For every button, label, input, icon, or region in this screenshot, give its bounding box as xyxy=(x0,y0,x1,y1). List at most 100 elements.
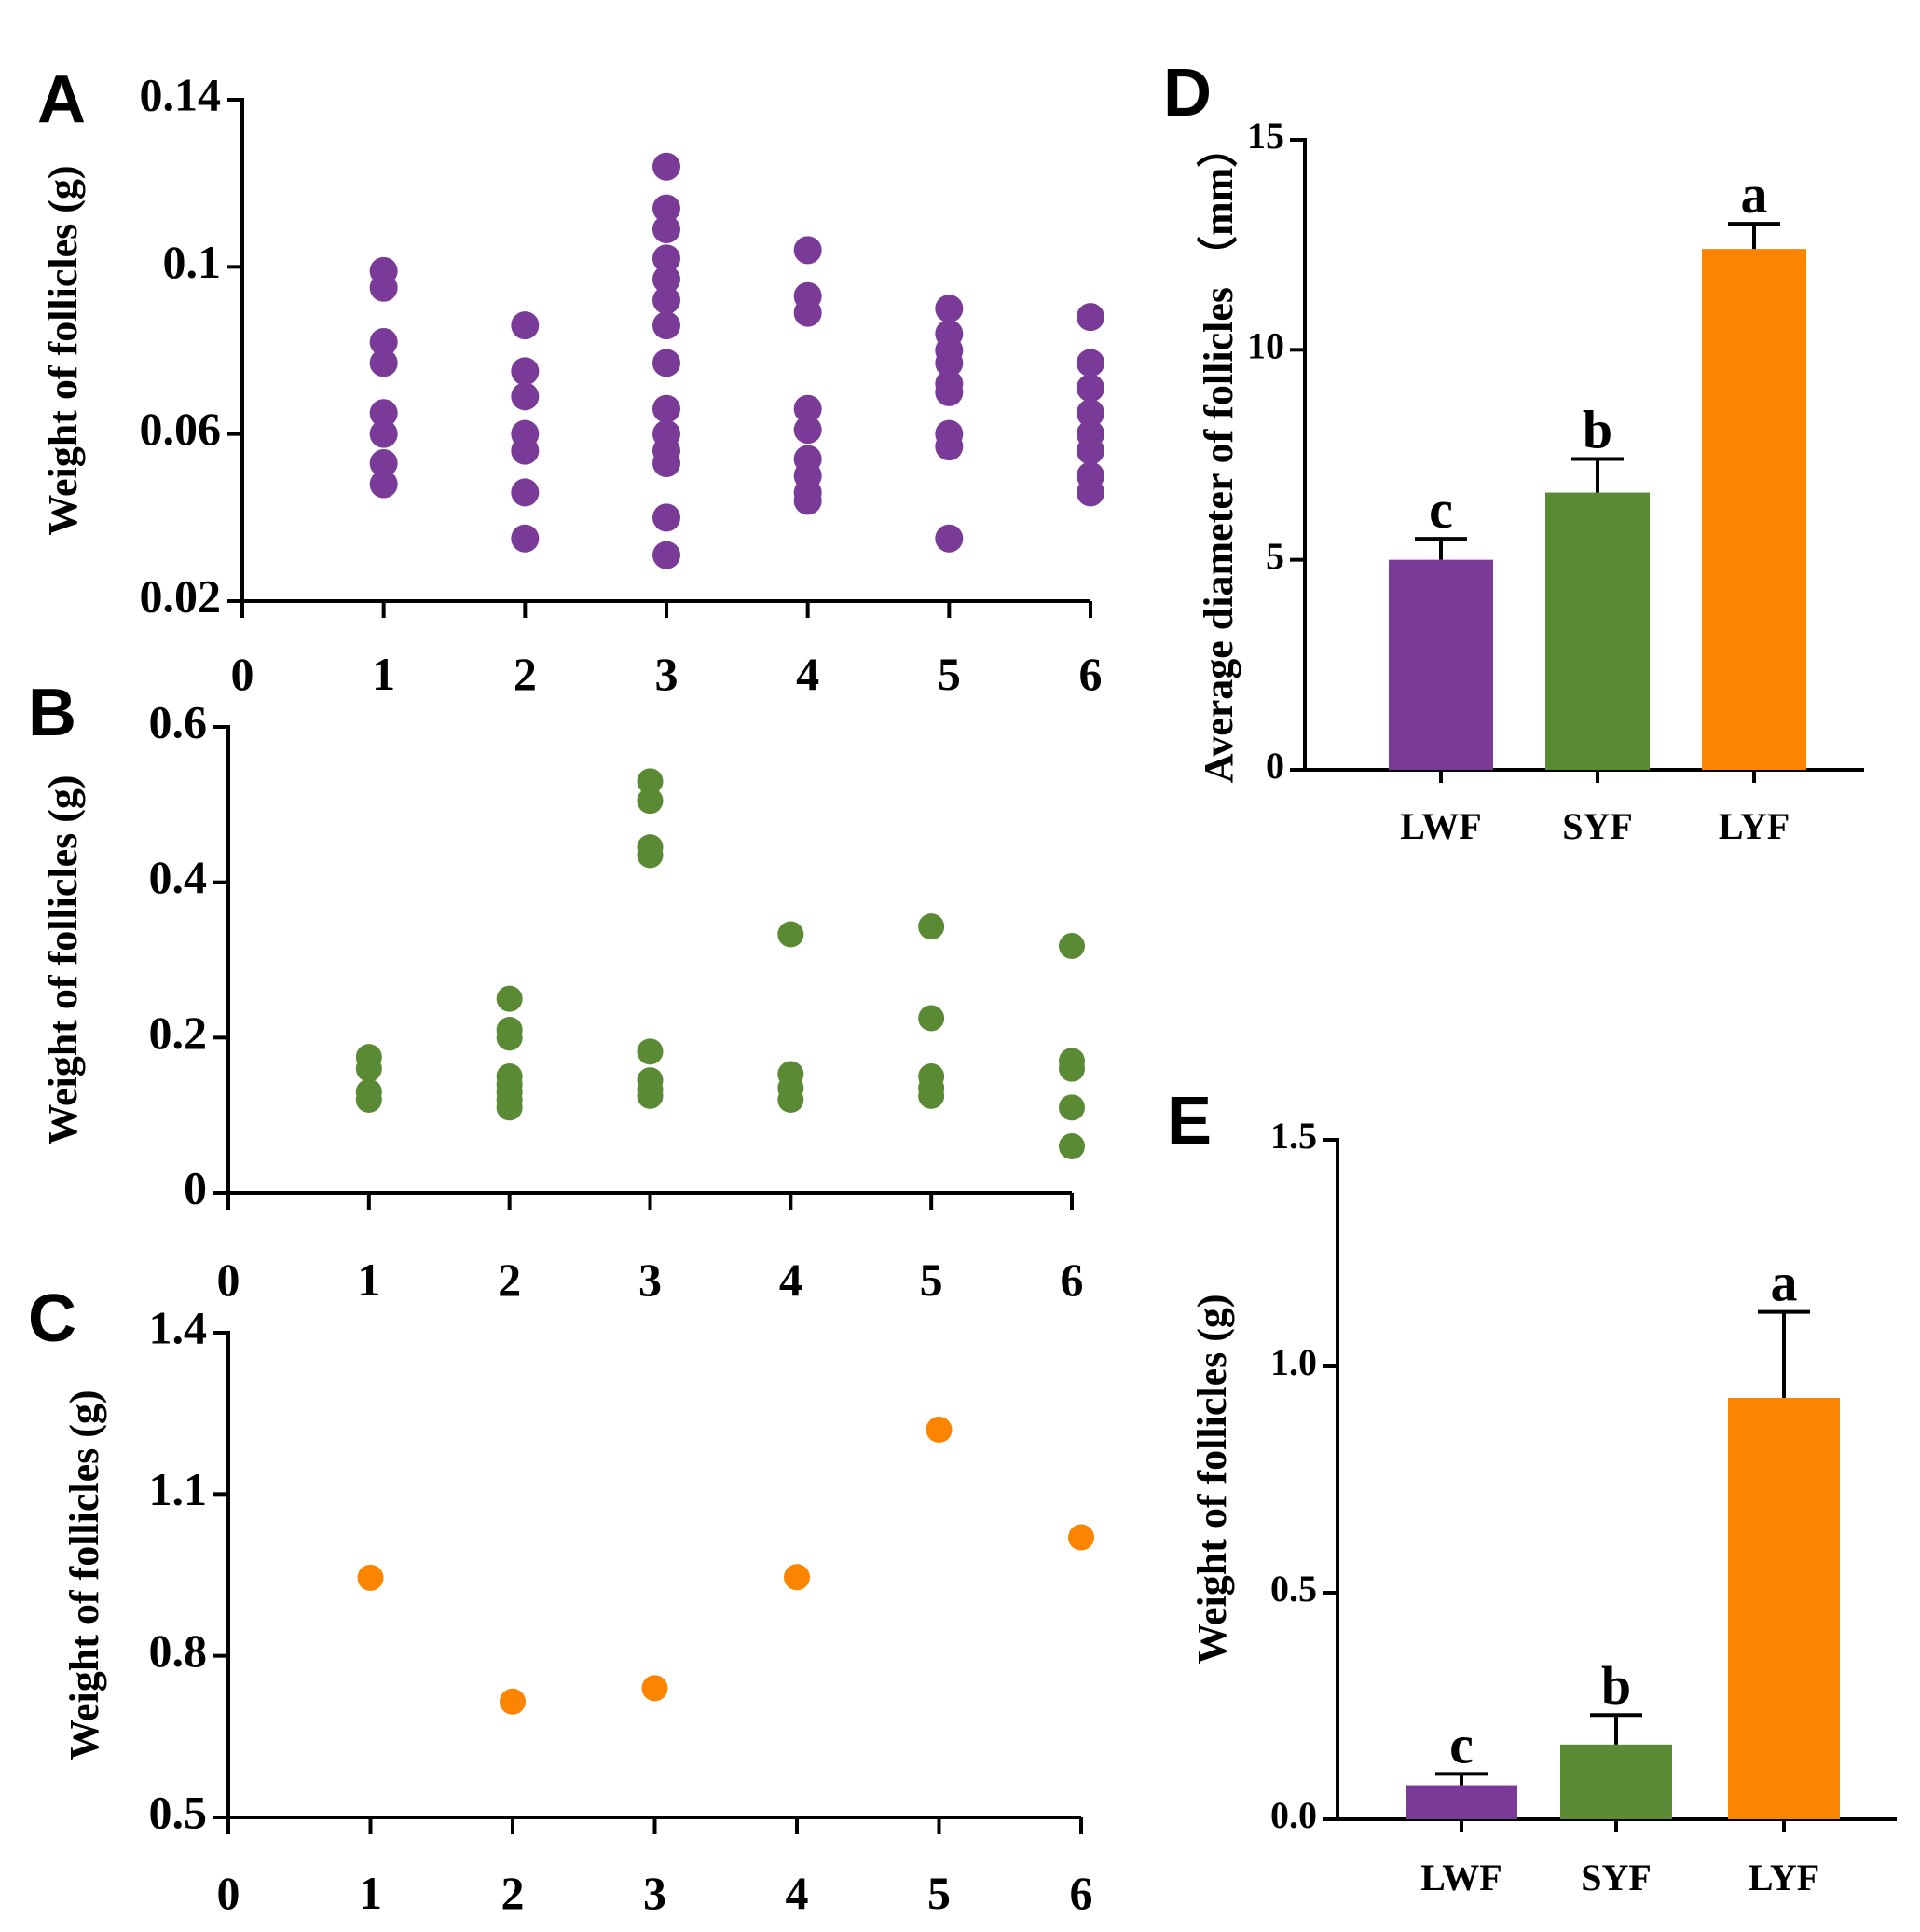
x-tick-label: 4 xyxy=(796,648,819,700)
data-point xyxy=(1077,399,1104,428)
y-tick-label: 0.5 xyxy=(1270,1568,1317,1610)
data-point xyxy=(496,1094,523,1121)
data-point xyxy=(1059,933,1085,959)
panel-a: A 0.02 0.06 0.1 0.14 Weight of follicles (g) 0… xyxy=(37,62,1104,700)
data-point xyxy=(935,524,964,553)
data-point xyxy=(357,1564,384,1591)
y-axis-title: Average diameter of follicles （mm） xyxy=(1196,127,1241,784)
data-point xyxy=(1077,349,1104,377)
x-tick-label: 5 xyxy=(938,648,961,700)
bar-lyf xyxy=(1702,249,1806,770)
data-point xyxy=(369,449,398,478)
significance-letter: a xyxy=(1741,164,1768,225)
data-point xyxy=(369,328,398,357)
y-tick-label: 0.2 xyxy=(149,1007,208,1059)
y-axis-title: Weight of follicles (g) xyxy=(62,1390,107,1760)
data-point xyxy=(511,357,540,386)
data-point xyxy=(935,349,964,377)
data-point xyxy=(511,311,540,340)
y-axis-title: Weight of follicles (g) xyxy=(40,165,86,535)
bar-lwf xyxy=(1406,1785,1517,1819)
data-point xyxy=(935,377,964,406)
data-point xyxy=(1077,303,1104,332)
data-point xyxy=(511,478,540,507)
data-point xyxy=(652,194,680,223)
data-point xyxy=(935,295,964,323)
y-tick-label: 0.6 xyxy=(149,695,208,747)
data-point xyxy=(652,244,680,273)
data-point xyxy=(1059,1133,1085,1159)
x-tick-label: 4 xyxy=(786,1867,809,1919)
y-tick-label: 1.5 xyxy=(1270,1115,1317,1157)
data-point xyxy=(369,419,398,448)
x-tick-label: 5 xyxy=(927,1867,951,1919)
y-axis-title: Weight of follicles (g) xyxy=(1189,1294,1235,1664)
data-point xyxy=(1059,1094,1085,1121)
data-point xyxy=(1077,374,1104,403)
x-tick-label: 3 xyxy=(638,1254,662,1306)
data-point xyxy=(500,1688,526,1715)
data-point xyxy=(637,842,664,869)
data-point xyxy=(793,486,822,515)
data-point xyxy=(652,349,680,377)
panel-label-c: C xyxy=(28,1281,76,1356)
data-point xyxy=(1077,436,1104,465)
x-tick-label: 6 xyxy=(1061,1254,1084,1306)
data-point xyxy=(918,1082,945,1109)
data-point xyxy=(637,788,664,815)
x-tick-label: 4 xyxy=(779,1254,802,1306)
y-tick-label: 1.0 xyxy=(1270,1341,1317,1383)
x-category-label: LWF xyxy=(1420,1857,1502,1898)
y-tick-label: 1.4 xyxy=(149,1301,208,1353)
data-point xyxy=(793,236,822,265)
panel-label-e: E xyxy=(1167,1084,1212,1158)
data-point xyxy=(637,1038,664,1065)
significance-letter: b xyxy=(1583,400,1612,460)
data-point xyxy=(652,449,680,478)
data-point xyxy=(496,1024,523,1051)
x-category-label: LYF xyxy=(1749,1857,1819,1898)
data-point xyxy=(637,768,664,795)
bar-syf xyxy=(1560,1744,1672,1819)
x-tick-label: 6 xyxy=(1070,1867,1093,1919)
x-tick-label: 0 xyxy=(217,1254,240,1306)
y-tick-label: 0 xyxy=(184,1161,207,1213)
data-point xyxy=(793,416,822,445)
data-point xyxy=(369,470,398,499)
x-tick-label: 1 xyxy=(357,1254,380,1306)
x-tick-label: 1 xyxy=(359,1867,382,1919)
panel-label-d: D xyxy=(1163,56,1212,130)
y-tick-label: 0.4 xyxy=(149,851,208,903)
panel-e: E 0.0 0.5 1.0 1.5 Weight of follicles (g) c LWF… xyxy=(1167,1084,1897,1898)
y-tick-label: 15 xyxy=(1247,115,1284,157)
y-tick-label: 0.02 xyxy=(140,569,222,622)
significance-letter: c xyxy=(1429,479,1453,540)
significance-letter: c xyxy=(1449,1714,1474,1774)
x-tick-label: 1 xyxy=(372,648,395,700)
significance-letter: a xyxy=(1771,1253,1798,1313)
y-tick-label: 0.8 xyxy=(149,1624,208,1677)
y-tick-label: 0.5 xyxy=(149,1786,208,1838)
data-point xyxy=(652,503,680,532)
data-point xyxy=(511,524,540,553)
x-category-label: SYF xyxy=(1562,805,1633,847)
data-point xyxy=(496,985,523,1012)
x-tick-label: 3 xyxy=(655,648,679,700)
data-point xyxy=(652,152,680,181)
panel-label-a: A xyxy=(37,62,86,137)
data-point xyxy=(637,1082,664,1109)
panel-c: C 0.5 0.8 1.1 1.4 Weight of follicles (g) 0 1 2 3… xyxy=(28,1281,1094,1919)
data-point xyxy=(369,349,398,377)
data-point xyxy=(355,1087,382,1113)
data-point xyxy=(918,913,945,940)
x-category-label: SYF xyxy=(1581,1857,1652,1898)
x-tick-label: 3 xyxy=(643,1867,666,1919)
data-point xyxy=(926,1417,953,1443)
y-tick-label: 0 xyxy=(1266,745,1284,787)
data-point xyxy=(793,394,822,423)
data-point xyxy=(511,436,540,465)
data-point xyxy=(641,1675,668,1702)
y-tick-label: 1.1 xyxy=(149,1463,208,1515)
x-tick-label: 2 xyxy=(501,1867,525,1919)
